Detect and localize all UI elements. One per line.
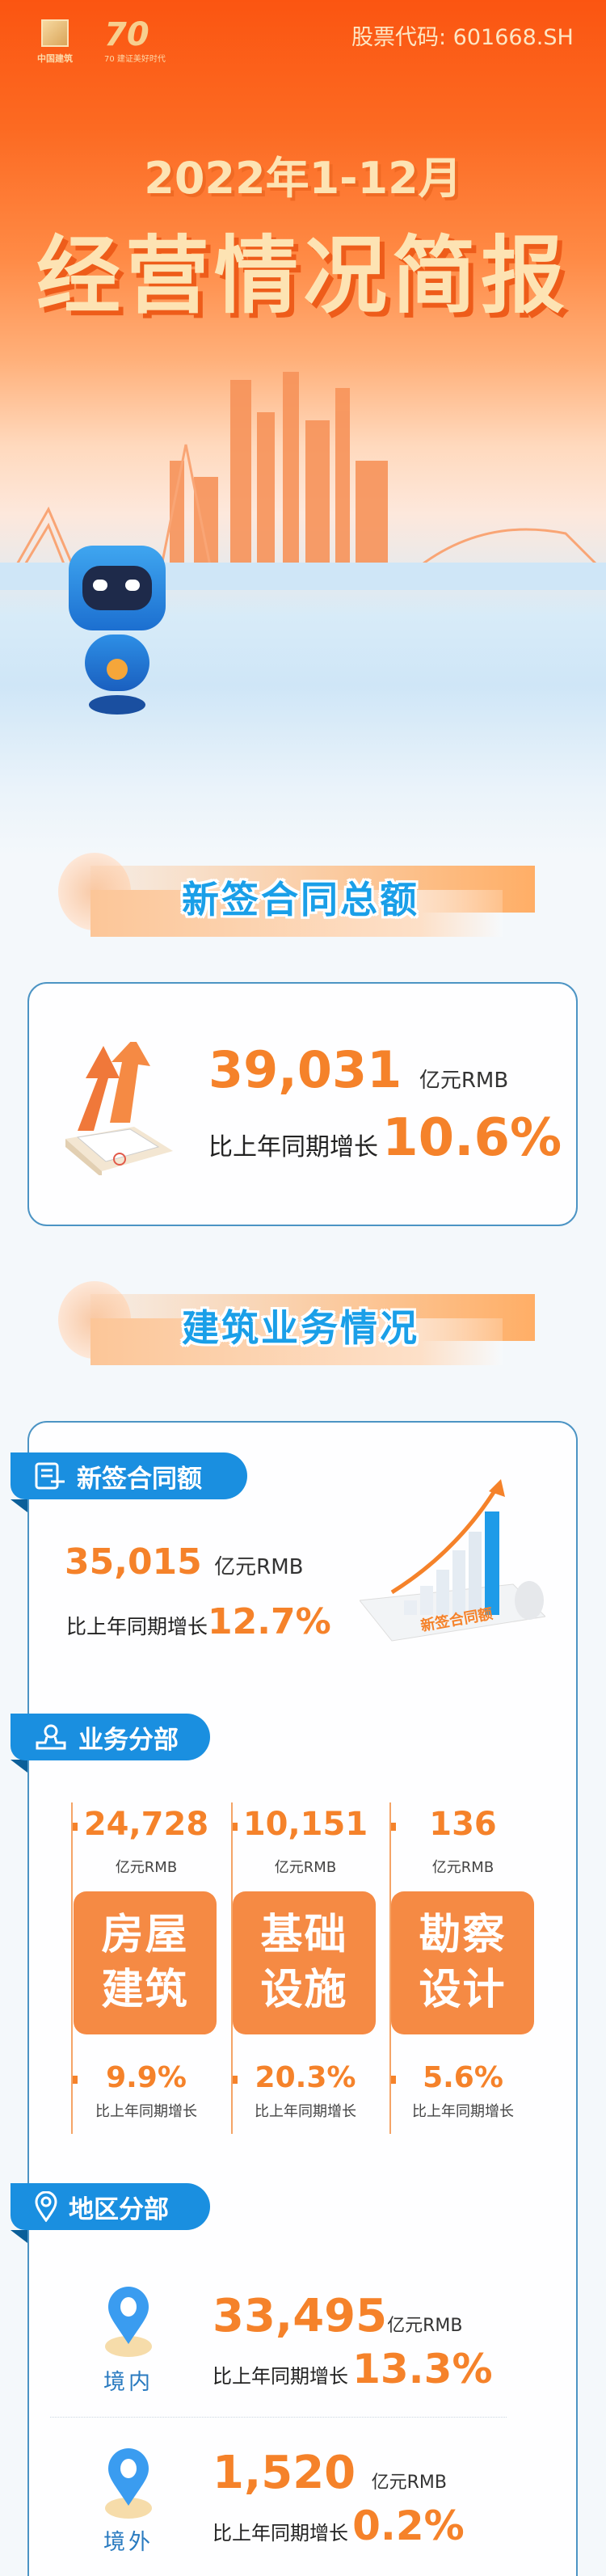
section-title: 建筑业务情况 <box>182 1306 419 1350</box>
section-header-construction: 建筑业务情况 <box>58 1281 543 1370</box>
divider <box>50 2417 507 2418</box>
tag-fold <box>11 1499 27 1512</box>
segment-unit: 亿元RMB <box>431 1859 494 1876</box>
segment-box: 房屋 建筑 <box>74 1891 217 2034</box>
tag-business-segments: 业务分部 <box>11 1714 210 1760</box>
location-pin-icon <box>35 2191 57 2222</box>
total-contracts-card: 39,031 亿元RMB 比上年同期增长 10.6% <box>27 982 578 1226</box>
tag-new-contracts: 新签合同额 <box>11 1452 247 1499</box>
growth-label: 比上年同期增长 <box>255 2103 356 2120</box>
segment-growth: 20.3% <box>255 2061 356 2094</box>
growth-label: 比上年同期增长 <box>66 1615 208 1638</box>
section-title: 新签合同总额 <box>182 878 419 921</box>
tag-label: 新签合同额 <box>77 1464 202 1494</box>
segment-value: 24,728 <box>83 1806 209 1843</box>
region-unit: 亿元RMB <box>371 2473 448 2493</box>
tag-regions: 业务分部 地区分部 <box>11 2183 210 2230</box>
tag-fold <box>11 2230 27 2243</box>
stock-code: 股票代码: 601668.SH <box>351 25 574 50</box>
segment-unit: 亿元RMB <box>115 1859 178 1876</box>
map-pin-icon <box>105 2448 152 2519</box>
section-header-total: 新签合同总额 <box>58 853 543 942</box>
total-value: 39,031 <box>208 1040 402 1099</box>
stamp-icon <box>36 1724 66 1750</box>
report-period: 2022年1-12月 <box>144 153 462 204</box>
segment-growth: 9.9% <box>106 2061 187 2094</box>
column-divider <box>389 1802 391 2134</box>
region-label: 境外 <box>103 2530 154 2555</box>
column-divider <box>71 1802 73 2134</box>
growth-label: 比上年同期增长 <box>412 2103 514 2120</box>
anniversary-logo: 70 70 建证美好时代 <box>104 16 166 64</box>
region-value: 33,495 <box>213 2290 388 2342</box>
total-unit: 亿元RMB <box>419 1069 509 1093</box>
segment-unit: 亿元RMB <box>274 1859 337 1876</box>
growth-arrow-documents-icon <box>65 1042 173 1175</box>
robot-mascot <box>65 546 170 719</box>
map-pin-icon <box>105 2287 152 2357</box>
new-contracts-growth: 12.7% <box>208 1601 331 1642</box>
total-growth: 10.6% <box>382 1108 562 1168</box>
region-value: 1,520 <box>213 2447 356 2499</box>
column-divider <box>231 1802 233 2134</box>
document-pen-icon <box>35 1462 65 1490</box>
growth-label: 比上年同期增长 <box>213 2522 348 2544</box>
new-contracts-value: 35,015 <box>65 1541 202 1583</box>
segment-growth: 5.6% <box>423 2061 503 2094</box>
growth-label: 比上年同期增长 <box>95 2103 197 2120</box>
growth-label: 比上年同期增长 <box>213 2365 348 2388</box>
hero-banner <box>0 0 606 857</box>
region-growth: 13.3% <box>352 2346 493 2393</box>
growth-label: 比上年同期增长 <box>208 1133 378 1162</box>
page-title: 经营情况简报 <box>36 226 570 325</box>
region-growth: 0.2% <box>352 2502 465 2549</box>
segment-box: 勘察 设计 <box>391 1891 534 2034</box>
cscec-logo: 中国建筑 <box>29 19 81 68</box>
region-label: 境内 <box>103 2370 154 2395</box>
region-unit: 亿元RMB <box>387 2316 463 2336</box>
segment-box: 基础 设施 <box>233 1891 376 2034</box>
tag-fold <box>11 1760 27 1773</box>
segment-value: 136 <box>429 1806 497 1843</box>
tag-label: 业务分部 <box>78 1725 179 1755</box>
new-contracts-unit: 亿元RMB <box>214 1555 304 1579</box>
segment-value: 10,151 <box>242 1806 368 1843</box>
bar-chart-illustration: 新签合同额 <box>359 1479 547 1657</box>
tag-label: 地区分部 <box>69 2194 169 2224</box>
